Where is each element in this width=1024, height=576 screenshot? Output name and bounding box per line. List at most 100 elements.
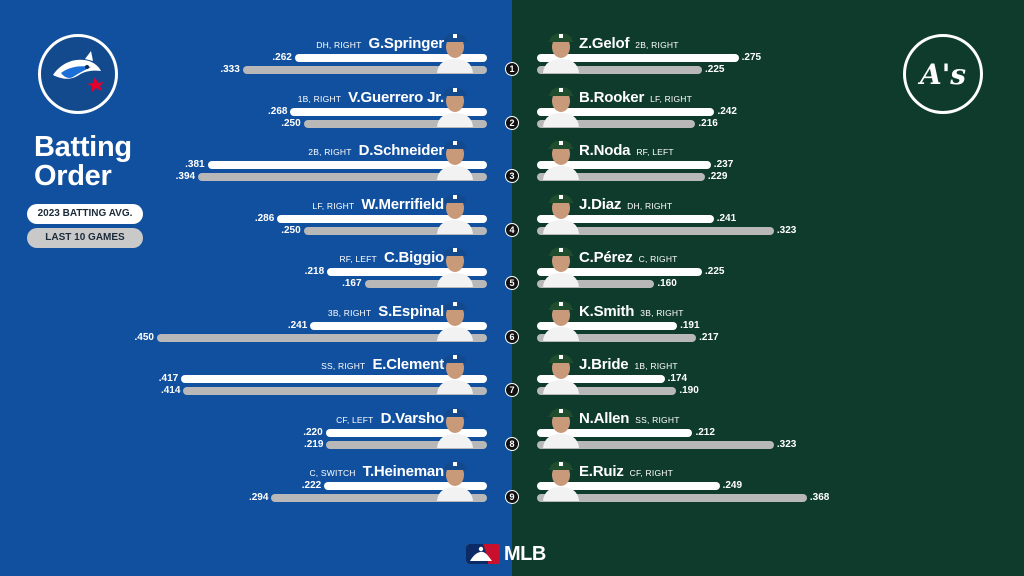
jays-player-name-8: D.Varsho [380,409,445,427]
jays-last10-bar-1 [242,66,487,74]
athletics-last10-bar-5 [537,280,655,288]
jays-avg-bar-4 [277,214,487,223]
jays-last10-bar-9 [271,494,487,502]
athletics-avg-bar-7 [537,375,665,383]
title-line-1: Batting [34,131,132,163]
athletics-player-position-7: 1B, RIGHT [634,361,678,371]
athletics-last10-bar-3 [537,173,705,181]
athletics-player-name-9: E.Ruiz [579,463,624,480]
jays-player-position-7: SS, RIGHT [321,361,366,371]
jays-player-name-4: W.Merrifield [361,195,444,213]
page-title: Batting Order [34,133,132,191]
jays-player-photo-8 [435,400,475,448]
jays-avg-bar-6 [310,321,487,330]
batting-order-5: 5 [505,276,519,290]
jays-player-photo-9 [435,453,475,501]
jays-avg-value-5: .218 [304,266,325,277]
athletics-player-position-2: LF, RIGHT [650,93,693,104]
athletics-player-photo-6 [541,293,581,341]
athletics-player-photo-4 [541,186,581,234]
jays-avg-bar-7 [181,375,487,383]
athletics-player-name-2: B.Rooker [579,88,645,106]
athletics-last10-value-5: .160 [657,278,677,289]
jays-last10-value-4: .250 [281,224,301,236]
batting-order-7: 7 [505,383,519,397]
athletics-player-photo-2 [541,79,581,127]
batting-order-2: 2 [505,115,519,130]
jays-player-photo-7 [435,346,475,394]
athletics-last10-value-3: .229 [707,171,728,182]
batting-order-4: 4 [505,222,519,237]
athletics-player-position-1: 2B, RIGHT [635,40,679,50]
jays-avg-value-1: .262 [272,52,292,63]
jays-player-photo-2 [435,79,475,127]
batting-order-1: 1 [505,62,519,76]
athletics-avg-value-7: .174 [667,373,688,384]
jays-player-photo-4 [435,186,475,234]
athletics-last10-value-4: .323 [776,224,797,236]
jays-player-photo-3 [435,132,475,180]
jays-avg-value-8: .220 [303,426,323,438]
athletics-last10-bar-2 [537,119,696,128]
jays-player-position-6: 3B, RIGHT [327,307,372,318]
athletics-last10-bar-8 [537,440,774,449]
jays-avg-value-6: .241 [287,319,308,331]
athletics-player-position-3: RF, LEFT [636,147,674,157]
jays-last10-bar-7 [183,387,487,395]
athletics-last10-value-7: .190 [679,385,699,396]
jays-last10-value-7: .414 [160,385,181,396]
athletics-logo: A's [903,34,983,114]
jays-player-position-4: LF, RIGHT [312,200,355,211]
jays-last10-value-1: .333 [220,64,240,75]
athletics-last10-value-1: .225 [705,64,725,75]
athletics-player-name-8: N.Allen [579,409,630,427]
jays-player-position-9: C, SWITCH [309,468,356,478]
batting-order-9: 9 [505,490,519,504]
jays-avg-bar-1 [294,54,487,62]
athletics-player-position-4: DH, RIGHT [627,200,673,211]
athletics-avg-bar-1 [537,54,739,62]
athletics-player-name-3: R.Noda [579,142,631,159]
jays-avg-bar-8 [325,428,487,437]
jays-avg-value-7: .417 [158,373,179,384]
athletics-last10-bar-7 [537,387,677,395]
legend-last-10-games: LAST 10 GAMES [27,228,143,248]
jays-last10-bar-6 [157,333,487,342]
athletics-avg-bar-8 [537,428,693,437]
athletics-avg-bar-6 [537,321,678,330]
athletics-player-photo-5 [541,239,581,287]
batting-order-8: 8 [505,436,519,451]
jays-avg-bar-3 [207,161,487,169]
athletics-avg-value-3: .237 [713,159,734,170]
jays-player-name-6: S.Espinal [378,302,444,320]
jays-last10-bar-4 [303,226,487,235]
jays-last10-bar-5 [364,280,487,288]
jays-player-position-5: RF, LEFT [339,254,377,264]
athletics-avg-value-6: .191 [680,319,700,331]
jays-avg-value-9: .222 [301,480,322,491]
jays-player-name-9: T.Heineman [362,463,445,480]
athletics-last10-value-6: .217 [699,331,719,343]
athletics-player-photo-1 [541,25,581,73]
athletics-avg-value-8: .212 [695,426,715,438]
jays-player-name-3: D.Schneider [358,142,445,159]
athletics-player-name-4: J.Diaz [579,195,622,213]
jays-last10-value-6: .450 [134,331,154,343]
athletics-player-position-5: C, RIGHT [638,254,678,264]
athletics-last10-value-2: .216 [698,117,718,129]
legend-current-avg: 2023 BATTING AVG. [27,204,143,224]
athletics-avg-bar-4 [537,214,714,223]
jays-player-photo-1 [435,25,475,73]
jays-player-name-5: C.Biggio [383,249,444,266]
batting-order-6: 6 [505,329,519,344]
athletics-player-position-8: SS, RIGHT [635,414,680,425]
mlb-wordmark: MLB [504,542,546,565]
athletics-avg-value-5: .225 [705,266,725,277]
jays-player-position-3: 2B, RIGHT [308,147,352,157]
jays-avg-value-2: .268 [268,105,288,117]
jays-player-position-2: 1B, RIGHT [297,93,342,104]
athletics-avg-bar-9 [537,482,720,490]
athletics-avg-bar-2 [537,107,715,116]
blue-jays-logo [38,34,118,114]
athletics-player-name-1: Z.Gelof [579,35,630,52]
